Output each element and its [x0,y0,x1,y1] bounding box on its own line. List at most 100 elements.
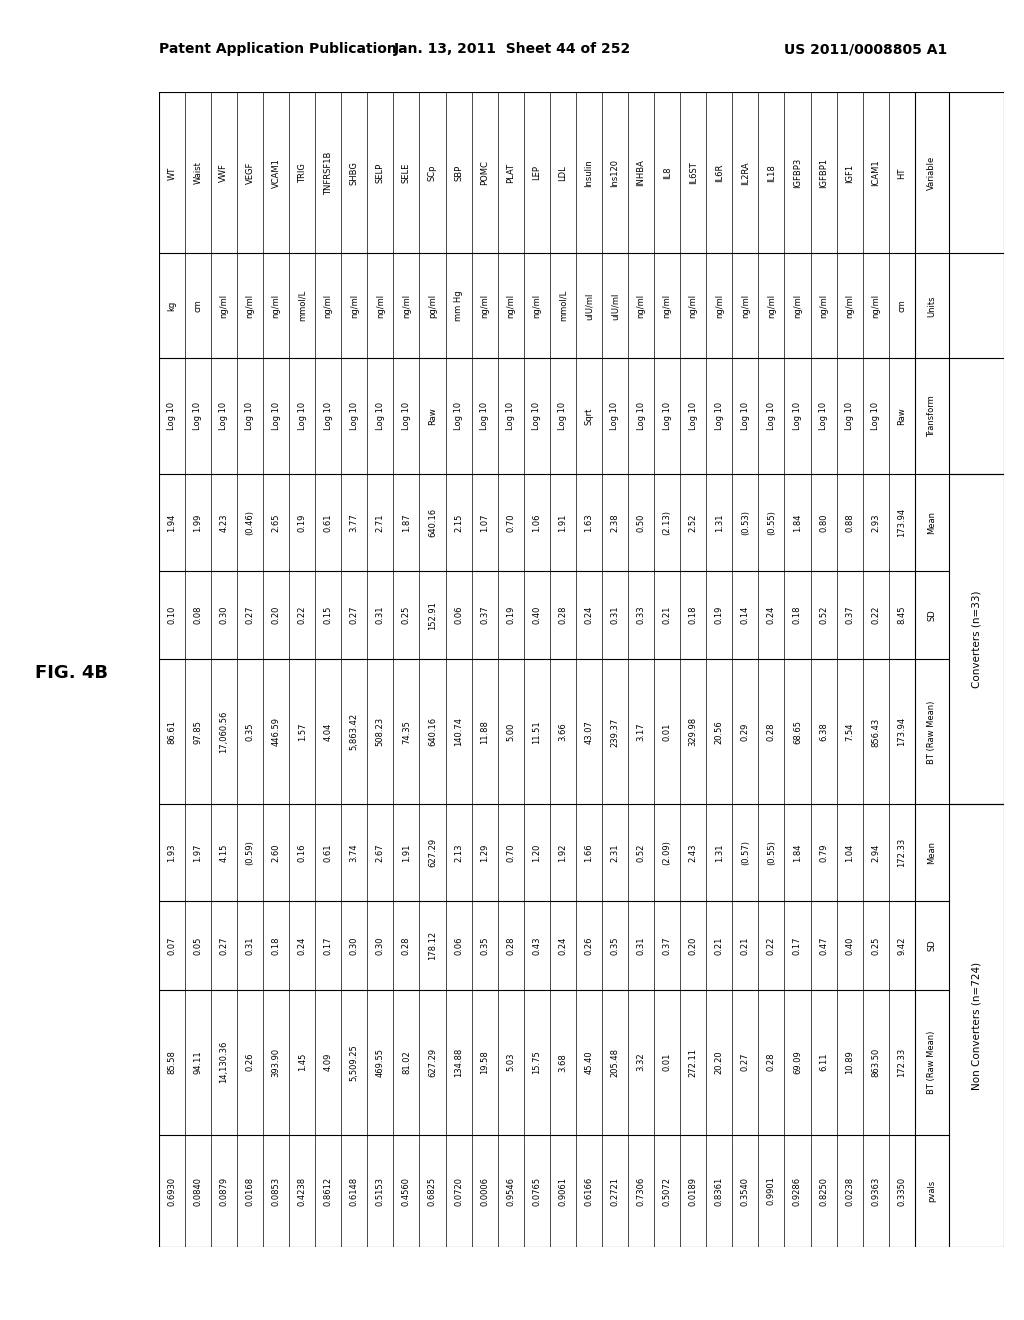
Text: Log 10: Log 10 [480,403,489,430]
Text: 0.61: 0.61 [324,513,333,532]
Text: 0.80: 0.80 [819,513,828,532]
Text: ng/ml: ng/ml [506,294,515,318]
Text: (0.55): (0.55) [767,841,776,865]
Text: 0.25: 0.25 [401,606,411,624]
Text: SD: SD [927,940,936,952]
Text: 11.51: 11.51 [532,721,542,743]
Text: Log 10: Log 10 [637,403,645,430]
Text: Log 10: Log 10 [194,403,203,430]
Text: 0.22: 0.22 [871,606,881,624]
Text: 0.40: 0.40 [845,936,854,954]
Text: BT (Raw Mean): BT (Raw Mean) [927,700,936,763]
Text: 0.20: 0.20 [271,606,281,624]
Text: 0.0168: 0.0168 [246,1176,255,1205]
Text: 0.19: 0.19 [506,606,515,624]
Text: 0.31: 0.31 [376,606,385,624]
Text: SHBG: SHBG [350,161,358,185]
Text: ng/ml: ng/ml [271,294,281,318]
Text: 2.38: 2.38 [610,513,620,532]
Text: 205.48: 205.48 [610,1048,620,1077]
Text: 1.91: 1.91 [401,843,411,862]
Text: Log 10: Log 10 [401,403,411,430]
Text: 0.28: 0.28 [401,936,411,954]
Text: ng/ml: ng/ml [819,294,828,318]
Text: 0.24: 0.24 [585,606,594,624]
Text: 14,130.36: 14,130.36 [219,1041,228,1084]
Text: 0.15: 0.15 [324,606,333,624]
Text: 0.6930: 0.6930 [167,1176,176,1205]
Text: mmol/L: mmol/L [558,290,567,322]
Text: 4.23: 4.23 [219,513,228,532]
Text: 0.31: 0.31 [246,936,255,954]
Text: Units: Units [927,296,936,317]
Text: 1.66: 1.66 [585,843,594,862]
Text: 3.66: 3.66 [558,722,567,742]
Text: Log 10: Log 10 [793,403,802,430]
Text: 0.6148: 0.6148 [350,1176,358,1205]
Text: 0.28: 0.28 [767,722,776,741]
Text: 0.10: 0.10 [167,606,176,624]
Text: 0.27: 0.27 [246,606,255,624]
Text: 0.24: 0.24 [298,936,306,954]
Text: 5.00: 5.00 [506,723,515,741]
Text: SELE: SELE [401,162,411,183]
Text: Ins120: Ins120 [610,158,620,187]
Text: 0.20: 0.20 [689,936,697,954]
Text: 0.27: 0.27 [350,606,358,624]
Text: Converters (n=33): Converters (n=33) [971,590,981,688]
Text: INHBA: INHBA [637,160,645,186]
Text: VEGF: VEGF [246,162,255,183]
Text: ng/ml: ng/ml [532,294,542,318]
Text: 2.93: 2.93 [871,513,881,532]
Text: 0.40: 0.40 [532,606,542,624]
Text: 0.25: 0.25 [871,936,881,954]
Text: Log 10: Log 10 [532,403,542,430]
Text: 3.74: 3.74 [350,843,358,862]
Text: Log 10: Log 10 [298,403,306,430]
Text: ng/ml: ng/ml [401,294,411,318]
Text: (2.13): (2.13) [663,510,672,535]
Text: kg: kg [167,301,176,312]
Text: FIG. 4B: FIG. 4B [35,664,109,682]
Text: 0.70: 0.70 [506,513,515,532]
Text: 2.13: 2.13 [454,843,463,862]
Text: 0.14: 0.14 [740,606,750,624]
Text: ng/ml: ng/ml [246,294,255,318]
Text: 0.18: 0.18 [793,606,802,624]
Text: 1.84: 1.84 [793,513,802,532]
Text: 0.30: 0.30 [376,936,385,954]
Text: Log 10: Log 10 [871,403,881,430]
Text: 0.22: 0.22 [298,606,306,624]
Text: 3.77: 3.77 [350,513,358,532]
Text: pg/ml: pg/ml [428,294,437,318]
Text: 0.6825: 0.6825 [428,1176,437,1205]
Text: 0.26: 0.26 [585,936,594,954]
Text: 178.12: 178.12 [428,931,437,960]
Text: ng/ml: ng/ml [480,294,489,318]
Text: IGF1: IGF1 [845,164,854,182]
Text: 85.58: 85.58 [167,1051,176,1074]
Text: 1.45: 1.45 [298,1053,306,1072]
Text: 0.22: 0.22 [767,936,776,954]
Text: 2.67: 2.67 [376,843,385,862]
Text: 2.65: 2.65 [271,513,281,532]
Text: IL6ST: IL6ST [689,161,697,185]
Text: 0.3540: 0.3540 [740,1176,750,1205]
Text: 0.8612: 0.8612 [324,1176,333,1205]
Text: Log 10: Log 10 [819,403,828,430]
Text: 0.37: 0.37 [845,606,854,624]
Text: 3.32: 3.32 [637,1053,645,1072]
Text: IL2RA: IL2RA [740,161,750,185]
Text: 856.43: 856.43 [871,717,881,747]
Text: Log 10: Log 10 [689,403,697,430]
Text: 172.33: 172.33 [897,1048,906,1077]
Text: 0.19: 0.19 [715,606,724,624]
Text: 17,060.56: 17,060.56 [219,710,228,754]
Text: 0.9901: 0.9901 [767,1176,776,1205]
Text: 0.31: 0.31 [610,606,620,624]
Text: 1.63: 1.63 [585,513,594,532]
Text: 4.09: 4.09 [324,1053,333,1072]
Text: cm: cm [897,300,906,313]
Text: 6.11: 6.11 [819,1053,828,1072]
Text: (2.09): (2.09) [663,841,672,865]
